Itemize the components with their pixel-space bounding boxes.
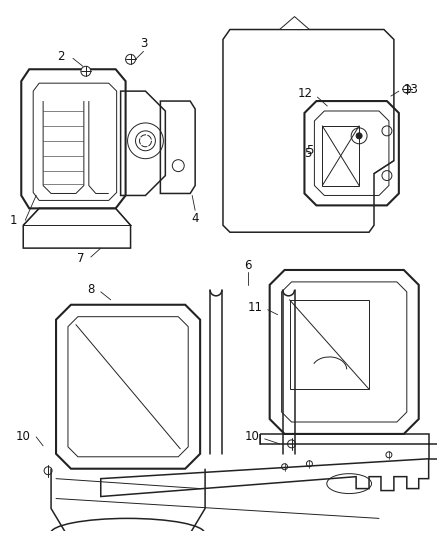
Text: 2: 2 xyxy=(57,50,65,63)
Text: 4: 4 xyxy=(191,212,199,225)
Text: 1: 1 xyxy=(10,214,17,227)
Circle shape xyxy=(81,66,91,76)
Text: 8: 8 xyxy=(87,284,95,296)
Text: 6: 6 xyxy=(244,259,251,271)
Text: 5: 5 xyxy=(306,144,313,157)
Text: 12: 12 xyxy=(298,86,313,100)
Text: 3: 3 xyxy=(140,37,147,50)
Circle shape xyxy=(126,54,135,64)
Text: 11: 11 xyxy=(247,301,262,314)
Text: 5: 5 xyxy=(304,147,311,160)
Text: 10: 10 xyxy=(244,431,259,443)
Polygon shape xyxy=(279,17,309,29)
Text: 7: 7 xyxy=(77,252,85,264)
Text: 13: 13 xyxy=(403,83,418,95)
Text: 10: 10 xyxy=(16,431,31,443)
Circle shape xyxy=(356,133,362,139)
